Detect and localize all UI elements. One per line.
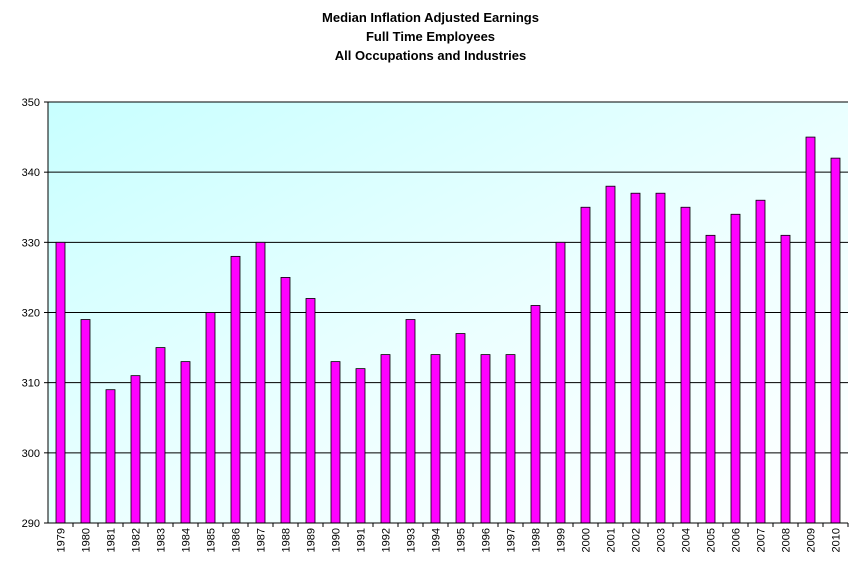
bar [305,298,316,524]
chart-title-line-2: Full Time Employees [365,29,496,44]
y-tick-label: 320 [22,308,40,320]
bar [555,241,566,524]
x-tick-label: 1984 [181,528,193,552]
bar [55,241,66,524]
x-tick-label: 2005 [706,528,718,552]
x-tick-label: 1980 [81,528,93,552]
chart-title: Median Inflation Adjusted Earnings Full … [0,8,861,65]
bar [805,136,816,524]
x-tick-label: 1982 [131,528,143,552]
x-tick-label: 2009 [806,528,818,552]
x-tick-label: 1979 [56,528,68,552]
y-tick-labels: 290 300 310 320 330 340 350 [22,97,40,530]
y-tick-label: 300 [22,448,40,460]
x-tick-label: 1990 [331,528,343,552]
y-tick-label: 290 [22,518,40,530]
x-tick-label: 2008 [781,528,793,552]
x-tick-label: 1993 [406,528,418,552]
bars [55,136,841,524]
x-tick-label: 1994 [431,528,443,552]
x-tick-label: 2004 [681,528,693,552]
bar [205,312,216,524]
bar [755,199,766,524]
x-tick-label: 1986 [231,528,243,552]
x-tick-label: 2006 [731,528,743,552]
chart-title-line-3: All Occupations and Industries [334,48,527,63]
bar [405,319,416,524]
bar [380,354,391,524]
x-tick-label: 1985 [206,528,218,552]
x-tick-label: 1987 [256,528,268,552]
bar [280,277,291,524]
bar [730,213,741,524]
axes [44,101,849,527]
bar [430,354,441,524]
x-tick-label: 1999 [556,528,568,552]
bar [80,319,91,524]
bar [505,354,516,524]
x-tick-label: 1998 [531,528,543,552]
y-tick-label: 330 [22,237,40,249]
chart-title-line-1: Median Inflation Adjusted Earnings [322,10,539,25]
x-tick-label: 1988 [281,528,293,552]
bar [330,361,341,524]
x-tick-label: 2003 [656,528,668,552]
x-tick-label: 2001 [606,528,618,552]
bar [680,206,691,524]
bar [230,255,241,524]
bar [655,192,666,524]
x-tick-label: 1997 [506,528,518,552]
x-tick-label: 1996 [481,528,493,552]
bar [155,347,166,524]
bar [605,185,616,524]
x-tick-label: 1991 [356,528,368,552]
bar [255,241,266,524]
bar [130,375,141,524]
x-tick-label: 2002 [631,528,643,552]
y-tick-label: 310 [22,378,40,390]
y-tick-label: 350 [22,97,40,109]
x-tick-label: 1983 [156,528,168,552]
x-tick-label: 1989 [306,528,318,552]
bar [705,234,716,524]
bar [630,192,641,524]
x-tick-label: 1981 [106,528,118,552]
x-tick-label: 1995 [456,528,468,552]
x-tick-label: 2000 [581,528,593,552]
bar [780,234,791,524]
bar [355,368,366,524]
bar [480,354,491,524]
x-tick-label: 2007 [756,528,768,552]
bar [530,305,541,524]
bar [455,333,466,524]
x-tick-label: 2010 [831,528,843,552]
bar [580,206,591,524]
bar [830,157,841,524]
bar [105,389,116,524]
y-tick-label: 340 [22,167,40,179]
x-tick-label: 1992 [381,528,393,552]
x-tick-labels: 1979 1980 1981 1982 1983 1984 1985 1986 1987 1988… [56,528,843,552]
bar [180,361,191,524]
